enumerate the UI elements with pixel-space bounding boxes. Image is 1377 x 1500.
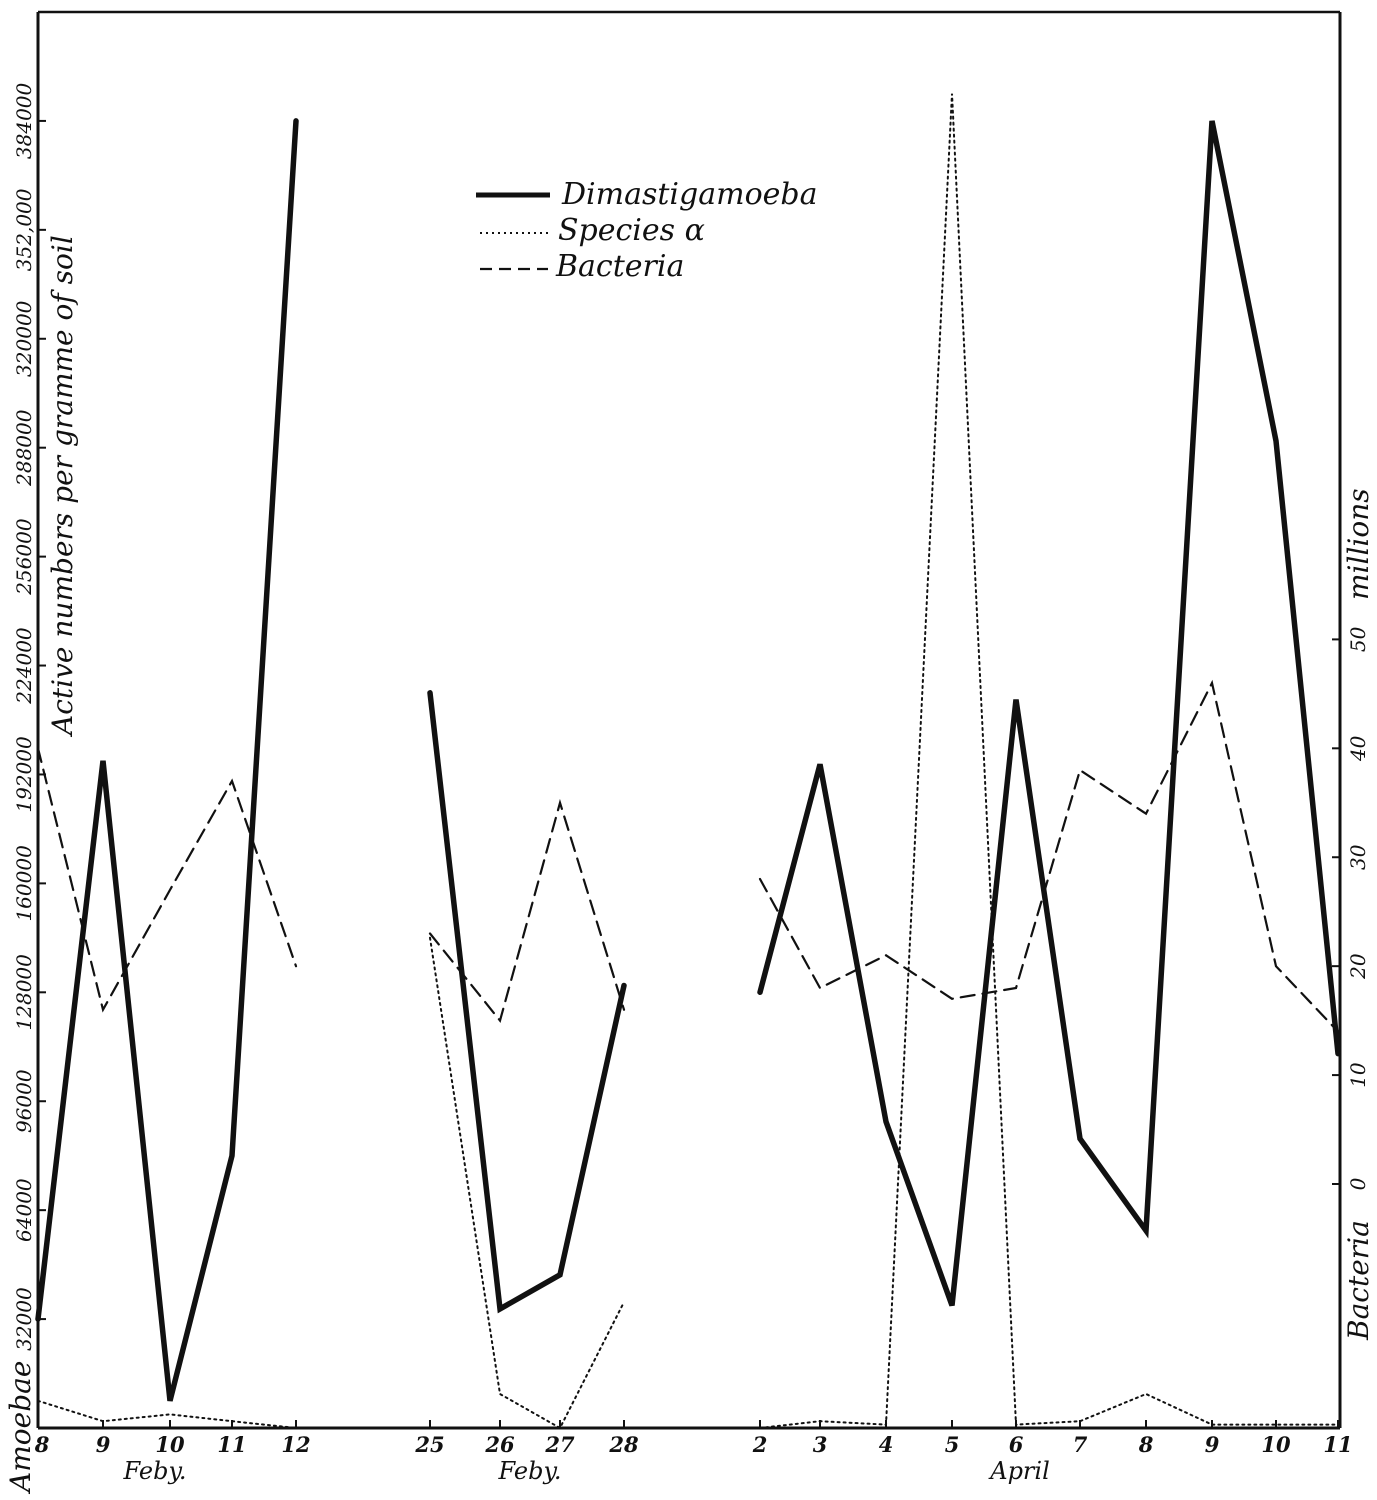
legend: Dimastigamoeba Species α Bacteria xyxy=(476,177,817,284)
right-tick-label: 0 xyxy=(1346,1177,1370,1190)
left-tick-label: 32000 xyxy=(12,1287,36,1351)
left-tick-label: 320000 xyxy=(12,300,36,377)
right-axis-ticks: 0 10 20 30 40 50 xyxy=(1332,626,1370,1190)
legend-label-bacteria: Bacteria xyxy=(555,249,684,284)
series-line-dimastigamoeba xyxy=(427,690,627,1314)
left-axis-title: Active numbers per gramme of soil xyxy=(46,235,79,738)
month-label: April xyxy=(988,1457,1050,1485)
x-tick-label: 9 xyxy=(1205,1432,1220,1457)
left-axis-prefix: Amoebae xyxy=(4,1361,37,1495)
right-axis-prefix: Bacteria xyxy=(1342,1220,1375,1341)
x-tick-label: 26 xyxy=(484,1432,515,1457)
x-tick-label: 3 xyxy=(813,1432,828,1457)
left-tick-label: 96000 xyxy=(12,1069,36,1133)
x-tick-label: 11 xyxy=(217,1432,246,1457)
left-tick-label: 288000 xyxy=(12,409,36,487)
left-axis-ticks: 32000 64000 96000 128000 160000 192000 224000 2… xyxy=(12,82,46,1351)
x-tick-label: 8 xyxy=(1138,1432,1154,1457)
series-line-species xyxy=(37,1399,297,1429)
series-line-dimastigamoeba xyxy=(35,118,299,1402)
x-tick-label: 5 xyxy=(945,1432,960,1457)
right-tick-label: 40 xyxy=(1346,735,1370,762)
x-tick-label: 4 xyxy=(879,1432,894,1457)
right-tick-label: 50 xyxy=(1346,626,1370,652)
x-tick-label: 7 xyxy=(1073,1432,1088,1457)
left-tick-label: 192000 xyxy=(12,736,36,813)
left-tick-label: 64000 xyxy=(12,1178,36,1242)
x-tick-label: 9 xyxy=(96,1432,111,1457)
x-tick-label: 10 xyxy=(155,1432,185,1457)
x-tick-label: 8 xyxy=(34,1432,50,1457)
series-line-bacteria xyxy=(36,747,298,1013)
left-tick-label: 384000 xyxy=(12,82,36,159)
series-line-species xyxy=(759,93,1339,1429)
x-tick-label: 28 xyxy=(608,1432,639,1457)
right-tick-label: 30 xyxy=(1346,844,1370,870)
legend-label-dimastigamoeba: Dimastigamoeba xyxy=(561,177,817,212)
left-tick-label: 224000 xyxy=(12,627,36,705)
right-axis-label: millions xyxy=(1342,488,1375,600)
left-tick-label: 128000 xyxy=(12,954,36,1031)
series-line-dimastigamoeba xyxy=(757,120,1341,1307)
left-tick-label: 256000 xyxy=(12,518,36,596)
series-layer xyxy=(35,93,1341,1430)
x-tick-label: 12 xyxy=(281,1432,310,1457)
legend-label-species-alpha: Species α xyxy=(558,213,705,248)
right-tick-label: 20 xyxy=(1346,953,1370,980)
x-tick-label: 6 xyxy=(1009,1432,1024,1457)
series-line-bacteria xyxy=(758,679,1340,1033)
left-tick-label: 352,000 xyxy=(12,188,36,271)
month-label: Feby. xyxy=(123,1457,187,1485)
x-axis-ticks: 8 9 10 11 12 Feby. 25 26 27 28 Feby. 2 3 4 5 6 7 8 9 10 11 Ap… xyxy=(34,1420,1353,1485)
x-tick-label: 10 xyxy=(1261,1432,1291,1457)
left-tick-label: 160000 xyxy=(12,845,36,922)
x-tick-label: 25 xyxy=(414,1432,444,1457)
x-tick-label: 11 xyxy=(1323,1432,1352,1457)
x-tick-label: 2 xyxy=(752,1432,768,1457)
series-line-bacteria xyxy=(428,798,626,1023)
right-tick-label: 10 xyxy=(1346,1062,1370,1088)
x-tick-label: 27 xyxy=(544,1432,575,1457)
month-label: Feby. xyxy=(498,1457,562,1485)
series-line-species xyxy=(429,936,625,1430)
